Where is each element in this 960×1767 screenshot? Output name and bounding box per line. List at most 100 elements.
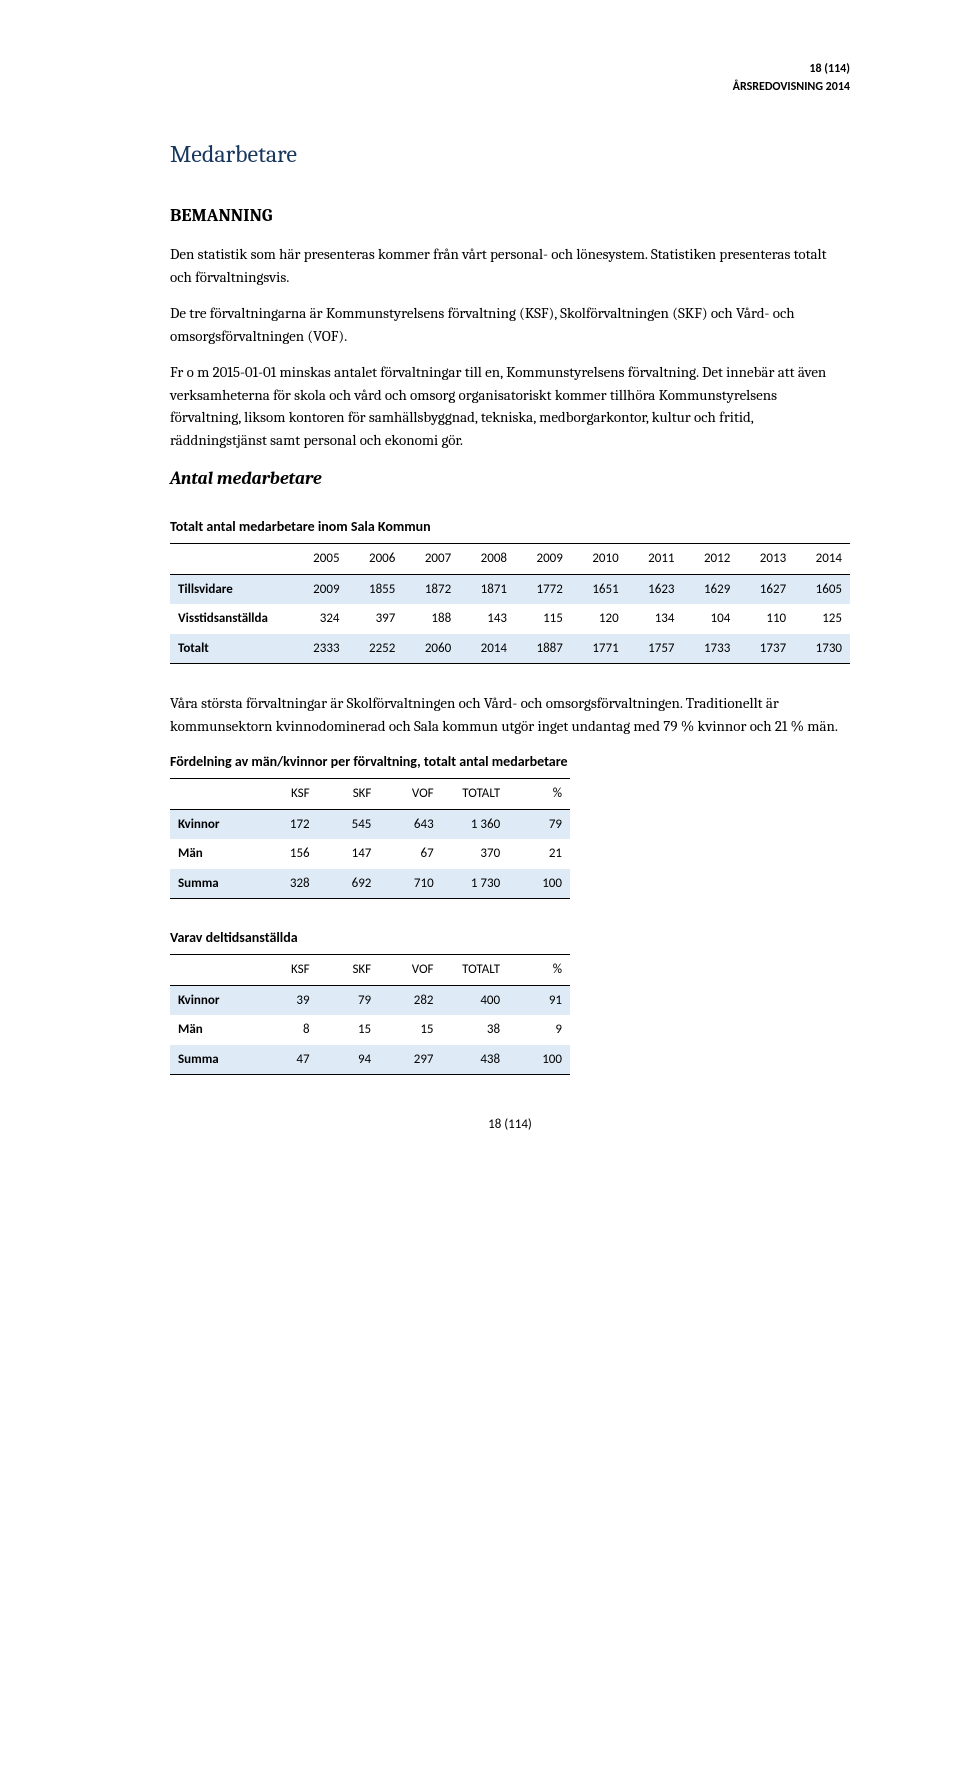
table3-header-row: KSFSKFVOFTOTALT% xyxy=(170,955,570,986)
col-header: % xyxy=(508,779,570,810)
table-row: Tillsvidare20091855187218711772165116231… xyxy=(170,574,850,604)
cell: 91 xyxy=(508,985,570,1015)
cell: 400 xyxy=(442,985,509,1015)
col-header: 2011 xyxy=(627,544,683,575)
col-header: 2006 xyxy=(348,544,404,575)
table3: KSFSKFVOFTOTALT% Kvinnor397928240091Män8… xyxy=(170,954,570,1075)
col-header: 2010 xyxy=(571,544,627,575)
cell: 1855 xyxy=(348,574,404,604)
table2-body: Kvinnor1725456431 36079Män1561476737021S… xyxy=(170,809,570,899)
col-header: 2009 xyxy=(515,544,571,575)
row-label: Summa xyxy=(170,1045,256,1075)
cell: 100 xyxy=(508,869,570,899)
col-header: 2005 xyxy=(292,544,348,575)
cell: 1872 xyxy=(403,574,459,604)
table-row: Summa4794297438100 xyxy=(170,1045,570,1075)
cell: 47 xyxy=(256,1045,318,1075)
cell: 1605 xyxy=(794,574,850,604)
cell: 1772 xyxy=(515,574,571,604)
cell: 120 xyxy=(571,604,627,634)
cell: 2252 xyxy=(348,634,404,664)
cell: 397 xyxy=(348,604,404,634)
cell: 172 xyxy=(256,809,318,839)
cell: 1 730 xyxy=(442,869,509,899)
cell: 21 xyxy=(508,839,570,869)
table1-title: Totalt antal medarbetare inom Sala Kommu… xyxy=(170,516,850,537)
section-antal-heading: Antal medarbetare xyxy=(170,465,850,492)
cell: 1629 xyxy=(683,574,739,604)
table3-title: Varav deltidsanställda xyxy=(170,927,850,948)
cell: 545 xyxy=(318,809,380,839)
table-row: Män1561476737021 xyxy=(170,839,570,869)
table2: KSFSKFVOFTOTALT% Kvinnor1725456431 36079… xyxy=(170,778,570,899)
cell: 79 xyxy=(508,809,570,839)
cell: 1757 xyxy=(627,634,683,664)
cell: 156 xyxy=(256,839,318,869)
col-header: % xyxy=(508,955,570,986)
row-label: Män xyxy=(170,839,256,869)
table-row: Totalt2333225220602014188717711757173317… xyxy=(170,634,850,664)
table-row: Män81515389 xyxy=(170,1015,570,1045)
row-label: Kvinnor xyxy=(170,985,256,1015)
page-title: Medarbetare xyxy=(170,136,850,172)
cell: 115 xyxy=(515,604,571,634)
page-footer: 18 (114) xyxy=(170,1115,850,1135)
doc-title: ÅRSREDOVISNING 2014 xyxy=(170,78,850,96)
cell: 100 xyxy=(508,1045,570,1075)
cell: 328 xyxy=(256,869,318,899)
table1: 2005200620072008200920102011201220132014… xyxy=(170,543,850,664)
cell: 370 xyxy=(442,839,509,869)
cell: 1771 xyxy=(571,634,627,664)
cell: 1651 xyxy=(571,574,627,604)
page-number-top: 18 (114) xyxy=(170,60,850,78)
row-label: Visstidsanställda xyxy=(170,604,292,634)
col-header: 2007 xyxy=(403,544,459,575)
col-header-empty xyxy=(170,955,256,986)
cell: 1887 xyxy=(515,634,571,664)
cell: 147 xyxy=(318,839,380,869)
col-header: 2008 xyxy=(459,544,515,575)
cell: 67 xyxy=(379,839,441,869)
cell: 125 xyxy=(794,604,850,634)
col-header: 2014 xyxy=(794,544,850,575)
paragraph-2: De tre förvaltningarna är Kommunstyrelse… xyxy=(170,302,850,347)
col-header-empty xyxy=(170,544,292,575)
section-bemanning-heading: BEMANNING xyxy=(170,202,850,229)
cell: 94 xyxy=(318,1045,380,1075)
cell: 188 xyxy=(403,604,459,634)
col-header: TOTALT xyxy=(442,955,509,986)
cell: 104 xyxy=(683,604,739,634)
cell: 39 xyxy=(256,985,318,1015)
paragraph-4: Våra största förvaltningar är Skolförval… xyxy=(170,692,850,737)
table-row: Kvinnor1725456431 36079 xyxy=(170,809,570,839)
cell: 2060 xyxy=(403,634,459,664)
cell: 324 xyxy=(292,604,348,634)
cell: 282 xyxy=(379,985,441,1015)
cell: 110 xyxy=(738,604,794,634)
col-header: 2012 xyxy=(683,544,739,575)
cell: 79 xyxy=(318,985,380,1015)
cell: 9 xyxy=(508,1015,570,1045)
row-label: Totalt xyxy=(170,634,292,664)
col-header: SKF xyxy=(318,779,380,810)
cell: 692 xyxy=(318,869,380,899)
col-header: KSF xyxy=(256,779,318,810)
table1-header-row: 2005200620072008200920102011201220132014 xyxy=(170,544,850,575)
cell: 1627 xyxy=(738,574,794,604)
cell: 1623 xyxy=(627,574,683,604)
cell: 438 xyxy=(442,1045,509,1075)
paragraph-3: Fr o m 2015-01-01 minskas antalet förval… xyxy=(170,361,850,451)
cell: 1 360 xyxy=(442,809,509,839)
cell: 1737 xyxy=(738,634,794,664)
row-label: Män xyxy=(170,1015,256,1045)
col-header-empty xyxy=(170,779,256,810)
table3-body: Kvinnor397928240091Män81515389Summa47942… xyxy=(170,985,570,1075)
cell: 143 xyxy=(459,604,515,634)
cell: 297 xyxy=(379,1045,441,1075)
cell: 38 xyxy=(442,1015,509,1045)
table-row: Visstidsanställda32439718814311512013410… xyxy=(170,604,850,634)
row-label: Summa xyxy=(170,869,256,899)
cell: 1730 xyxy=(794,634,850,664)
table1-body: Tillsvidare20091855187218711772165116231… xyxy=(170,574,850,664)
cell: 134 xyxy=(627,604,683,634)
